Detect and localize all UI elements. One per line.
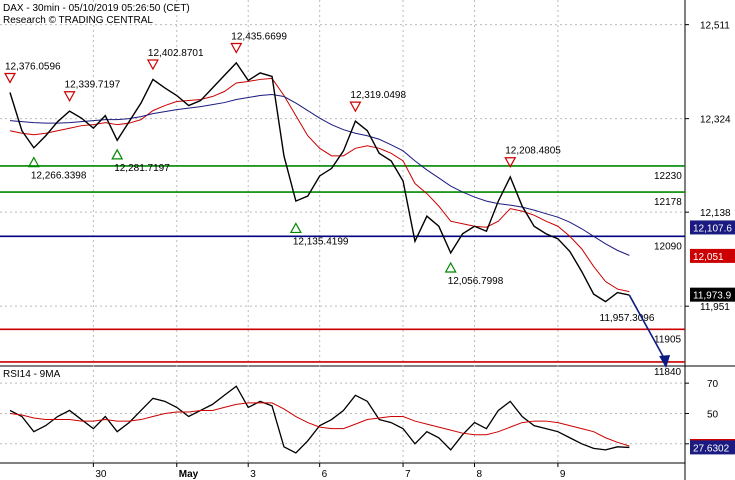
level-label: 12178 bbox=[654, 197, 682, 208]
price-tag-label: 11,973.9 bbox=[693, 291, 732, 302]
time-tick-label: 6 bbox=[322, 469, 328, 480]
price-line bbox=[9, 61, 630, 303]
price-tick-label: 11,951 bbox=[700, 302, 730, 313]
swing-high-marker bbox=[504, 157, 517, 168]
rsi-line bbox=[9, 385, 630, 454]
rsi-ma-line bbox=[9, 402, 630, 447]
swing-low-marker bbox=[444, 261, 457, 273]
rsi-tick-label: 70 bbox=[707, 379, 719, 390]
projection-arrow-head bbox=[659, 354, 671, 368]
price-tick-label: 12,511 bbox=[700, 21, 730, 32]
swing-low-marker bbox=[289, 222, 302, 234]
level-label: 12230 bbox=[654, 171, 682, 182]
level-label: 11840 bbox=[654, 367, 682, 378]
swing-high-marker bbox=[349, 101, 362, 113]
price-tick-label: 12,324 bbox=[700, 115, 731, 126]
price-tag-box bbox=[690, 287, 735, 302]
price-tag-box bbox=[690, 248, 735, 263]
rsi-tag-box bbox=[690, 440, 735, 455]
chart-subtitle: Research © TRADING CENTRAL bbox=[3, 15, 153, 26]
annotation-layer: 12,376.0596 12,266.3398 12,339.7197 12,281.… bbox=[3, 32, 671, 368]
time-tick-label: 8 bbox=[477, 469, 483, 480]
time-tick-label: May bbox=[179, 469, 199, 480]
time-tick-label: 30 bbox=[95, 469, 107, 480]
swing-low-label: 12,135.4199 bbox=[293, 236, 349, 247]
swing-low-label: 11,957.3096 bbox=[600, 313, 655, 324]
swing-high-marker bbox=[63, 91, 76, 102]
swing-high-label: 12,208.4805 bbox=[505, 146, 561, 157]
swing-high-marker bbox=[3, 72, 17, 84]
level-label: 12090 bbox=[654, 241, 682, 252]
grid-layer bbox=[0, 0, 685, 462]
chart-title: DAX - 30min - 05/10/2019 05:26:50 (CET) bbox=[3, 3, 190, 14]
time-tick-label: 7 bbox=[405, 469, 411, 480]
time-tick-label: 9 bbox=[560, 469, 566, 480]
price-layer bbox=[9, 61, 630, 303]
price-tag-label: 12,107.6 bbox=[693, 223, 732, 234]
rsi-tick-label: 50 bbox=[707, 409, 719, 420]
level-label: 11905 bbox=[654, 334, 682, 345]
swing-high-label: 12,435.6699 bbox=[231, 32, 287, 43]
swing-high-label: 12,339.7197 bbox=[65, 80, 121, 91]
swing-high-marker bbox=[230, 42, 243, 54]
price-tick-label: 12,138 bbox=[700, 208, 731, 219]
axis-layer: 12,511 12,324 12,138 11,951 30 May 3 6 7 8 9 12,107… bbox=[92, 21, 735, 480]
rsi-tag-label: 27.6302 bbox=[693, 443, 730, 454]
swing-low-label: 12,266.3398 bbox=[31, 171, 87, 182]
rsi-panel-title: RSI14 - 9MA bbox=[3, 369, 61, 380]
swing-high-label: 12,402.8701 bbox=[148, 48, 204, 59]
levels-layer: 12230 12178 12090 11905 11840 bbox=[0, 165, 685, 378]
swing-low-label: 12,281.7197 bbox=[114, 163, 170, 174]
swing-low-marker bbox=[27, 156, 40, 168]
moving-average-line bbox=[9, 94, 630, 256]
swing-high-label: 12,376.0596 bbox=[5, 61, 61, 72]
swing-high-label: 12,319.0498 bbox=[350, 90, 406, 101]
swing-low-marker bbox=[111, 148, 124, 160]
swing-low-label: 12,056.7998 bbox=[448, 276, 504, 287]
swing-high-marker bbox=[146, 59, 159, 71]
rsi-layer: 70503028.561327.6302 bbox=[9, 379, 735, 455]
price-tag-label: 12,051 bbox=[693, 252, 724, 263]
price-tag-box bbox=[690, 220, 735, 235]
time-tick-label: 3 bbox=[250, 469, 256, 480]
projection-arrow-shaft bbox=[628, 294, 666, 361]
